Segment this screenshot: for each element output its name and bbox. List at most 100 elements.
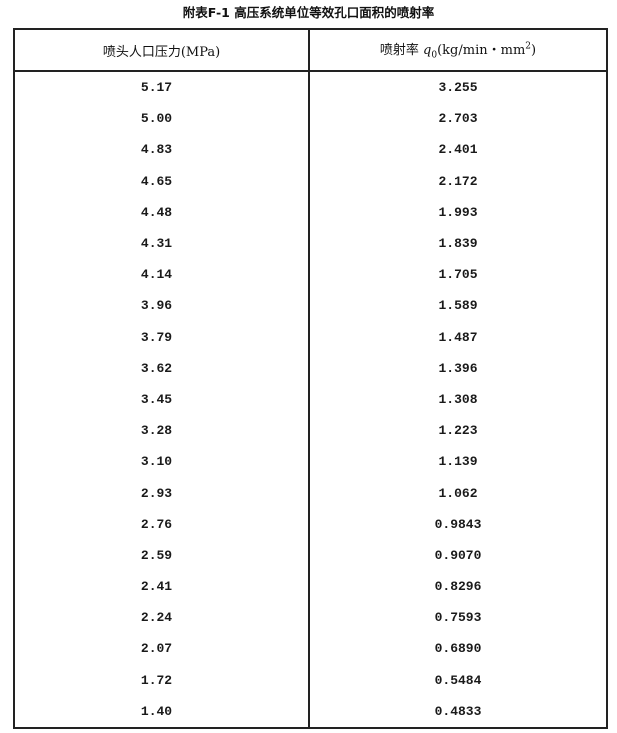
table-row: 2.07 0.6890 — [13, 633, 608, 665]
pressure-cell: 4.48 — [13, 196, 310, 228]
table-row: 2.93 1.062 — [13, 477, 608, 509]
pressure-cell: 3.62 — [13, 352, 310, 384]
rate-cell: 0.6890 — [309, 633, 608, 665]
pressure-cell: 3.10 — [13, 446, 310, 478]
rate-value: 0.7593 — [434, 610, 482, 626]
pressure-value: 3.10 — [140, 454, 173, 470]
table-row: 3.10 1.139 — [13, 446, 608, 478]
pressure-cell: 3.79 — [13, 321, 310, 353]
rate-cell: 1.487 — [309, 321, 608, 353]
pressure-value: 2.07 — [140, 641, 173, 657]
table-row: 4.31 1.839 — [13, 227, 608, 260]
pressure-cell: 2.76 — [13, 508, 310, 540]
pressure-value: 3.62 — [140, 360, 173, 376]
pressure-cell: 2.24 — [13, 602, 310, 634]
rate-value: 0.5484 — [434, 672, 482, 688]
pressure-value: 3.96 — [140, 298, 173, 314]
table-row: 3.79 1.487 — [13, 321, 608, 353]
table-row: 2.76 0.9843 — [13, 508, 608, 540]
pressure-cell: 2.07 — [13, 633, 310, 665]
header-rate-unit: (kg/min・mm — [437, 43, 526, 59]
rate-cell: 3.255 — [309, 71, 608, 104]
table-body: 5.17 3.255 5.00 2.703 4.83 2.401 4.65 2.172 4.48… — [13, 71, 608, 729]
pressure-cell: 1.40 — [13, 695, 310, 729]
pressure-cell: 3.96 — [13, 290, 310, 322]
rate-value: 0.4833 — [434, 703, 482, 719]
pressure-value: 1.40 — [140, 703, 173, 719]
pressure-value: 3.28 — [140, 423, 173, 439]
rate-cell: 1.223 — [309, 415, 608, 447]
table-row: 1.72 0.5484 — [13, 664, 608, 696]
header-rate-unit-sup: 2 — [525, 41, 532, 52]
rate-value: 0.9843 — [434, 516, 482, 532]
rate-value: 1.589 — [438, 298, 478, 314]
pressure-cell: 3.45 — [13, 383, 310, 416]
header-rate-symbol: q — [423, 43, 432, 59]
rate-value: 1.062 — [438, 485, 478, 501]
table-row: 3.28 1.223 — [13, 415, 608, 447]
pressure-value: 5.00 — [140, 111, 173, 127]
pressure-value: 3.79 — [140, 329, 173, 345]
pressure-cell: 2.59 — [13, 539, 310, 571]
pressure-value: 4.83 — [140, 142, 173, 158]
table-row: 4.48 1.993 — [13, 196, 608, 228]
pressure-cell: 4.31 — [13, 227, 310, 260]
rate-cell: 0.9843 — [309, 508, 608, 540]
pressure-cell: 1.72 — [13, 664, 310, 696]
pressure-value: 1.72 — [140, 672, 173, 688]
pressure-cell: 2.41 — [13, 571, 310, 603]
rate-value: 0.9070 — [434, 547, 482, 563]
table-row: 3.96 1.589 — [13, 290, 608, 322]
rate-cell: 1.589 — [309, 290, 608, 322]
rate-value: 3.255 — [438, 80, 478, 96]
rate-cell: 0.9070 — [309, 539, 608, 571]
rate-cell: 1.705 — [309, 259, 608, 291]
table-row: 2.41 0.8296 — [13, 571, 608, 603]
table-row: 2.24 0.7593 — [13, 602, 608, 634]
pressure-value: 4.31 — [140, 236, 173, 252]
table-row: 4.65 2.172 — [13, 165, 608, 197]
rate-value: 1.396 — [438, 360, 478, 376]
table-title: 附表F-1 高压系统单位等效孔口面积的喷射率 — [182, 5, 435, 20]
pressure-cell: 4.83 — [13, 134, 310, 166]
pressure-value: 5.17 — [140, 80, 173, 96]
rate-cell: 1.062 — [309, 477, 608, 509]
table-row: 2.59 0.9070 — [13, 539, 608, 571]
table-header-row: 喷头人口压力(MPa) 喷射率 q0(kg/min・mm2) — [13, 28, 608, 72]
table-row: 4.83 2.401 — [13, 134, 608, 166]
rate-cell: 2.703 — [309, 103, 608, 135]
rate-value: 1.839 — [438, 236, 478, 252]
pressure-cell: 4.14 — [13, 259, 310, 291]
rate-cell: 1.139 — [309, 446, 608, 478]
rate-cell: 2.401 — [309, 134, 608, 166]
rate-value: 1.308 — [438, 391, 478, 407]
rate-value: 0.6890 — [434, 641, 482, 657]
table-row: 3.45 1.308 — [13, 383, 608, 416]
pressure-value: 4.14 — [140, 267, 173, 283]
header-rate-prefix: 喷射率 — [379, 43, 424, 59]
rate-cell: 2.172 — [309, 165, 608, 197]
pressure-value: 2.93 — [140, 485, 173, 501]
rate-value: 2.401 — [438, 142, 478, 158]
rate-cell: 0.7593 — [309, 602, 608, 634]
rate-value: 1.487 — [438, 329, 478, 345]
rate-cell: 0.4833 — [309, 695, 608, 729]
spray-rate-table: 喷头人口压力(MPa) 喷射率 q0(kg/min・mm2) 5.17 3.255… — [13, 28, 608, 729]
pressure-cell: 5.17 — [13, 71, 310, 104]
pressure-value: 4.48 — [140, 204, 173, 220]
rate-value: 2.172 — [438, 173, 478, 189]
rate-cell: 1.993 — [309, 196, 608, 228]
table-row: 5.17 3.255 — [13, 71, 608, 104]
pressure-value: 2.76 — [140, 516, 173, 532]
table-row: 5.00 2.703 — [13, 103, 608, 135]
pressure-cell: 4.65 — [13, 165, 310, 197]
pressure-value: 4.65 — [140, 173, 173, 189]
header-pressure: 喷头人口压力(MPa) — [13, 28, 310, 72]
rate-value: 0.8296 — [434, 579, 482, 595]
rate-value: 1.705 — [438, 267, 478, 283]
rate-cell: 1.839 — [309, 227, 608, 260]
rate-cell: 0.8296 — [309, 571, 608, 603]
pressure-cell: 3.28 — [13, 415, 310, 447]
table-row: 4.14 1.705 — [13, 259, 608, 291]
rate-value: 1.993 — [438, 204, 478, 220]
